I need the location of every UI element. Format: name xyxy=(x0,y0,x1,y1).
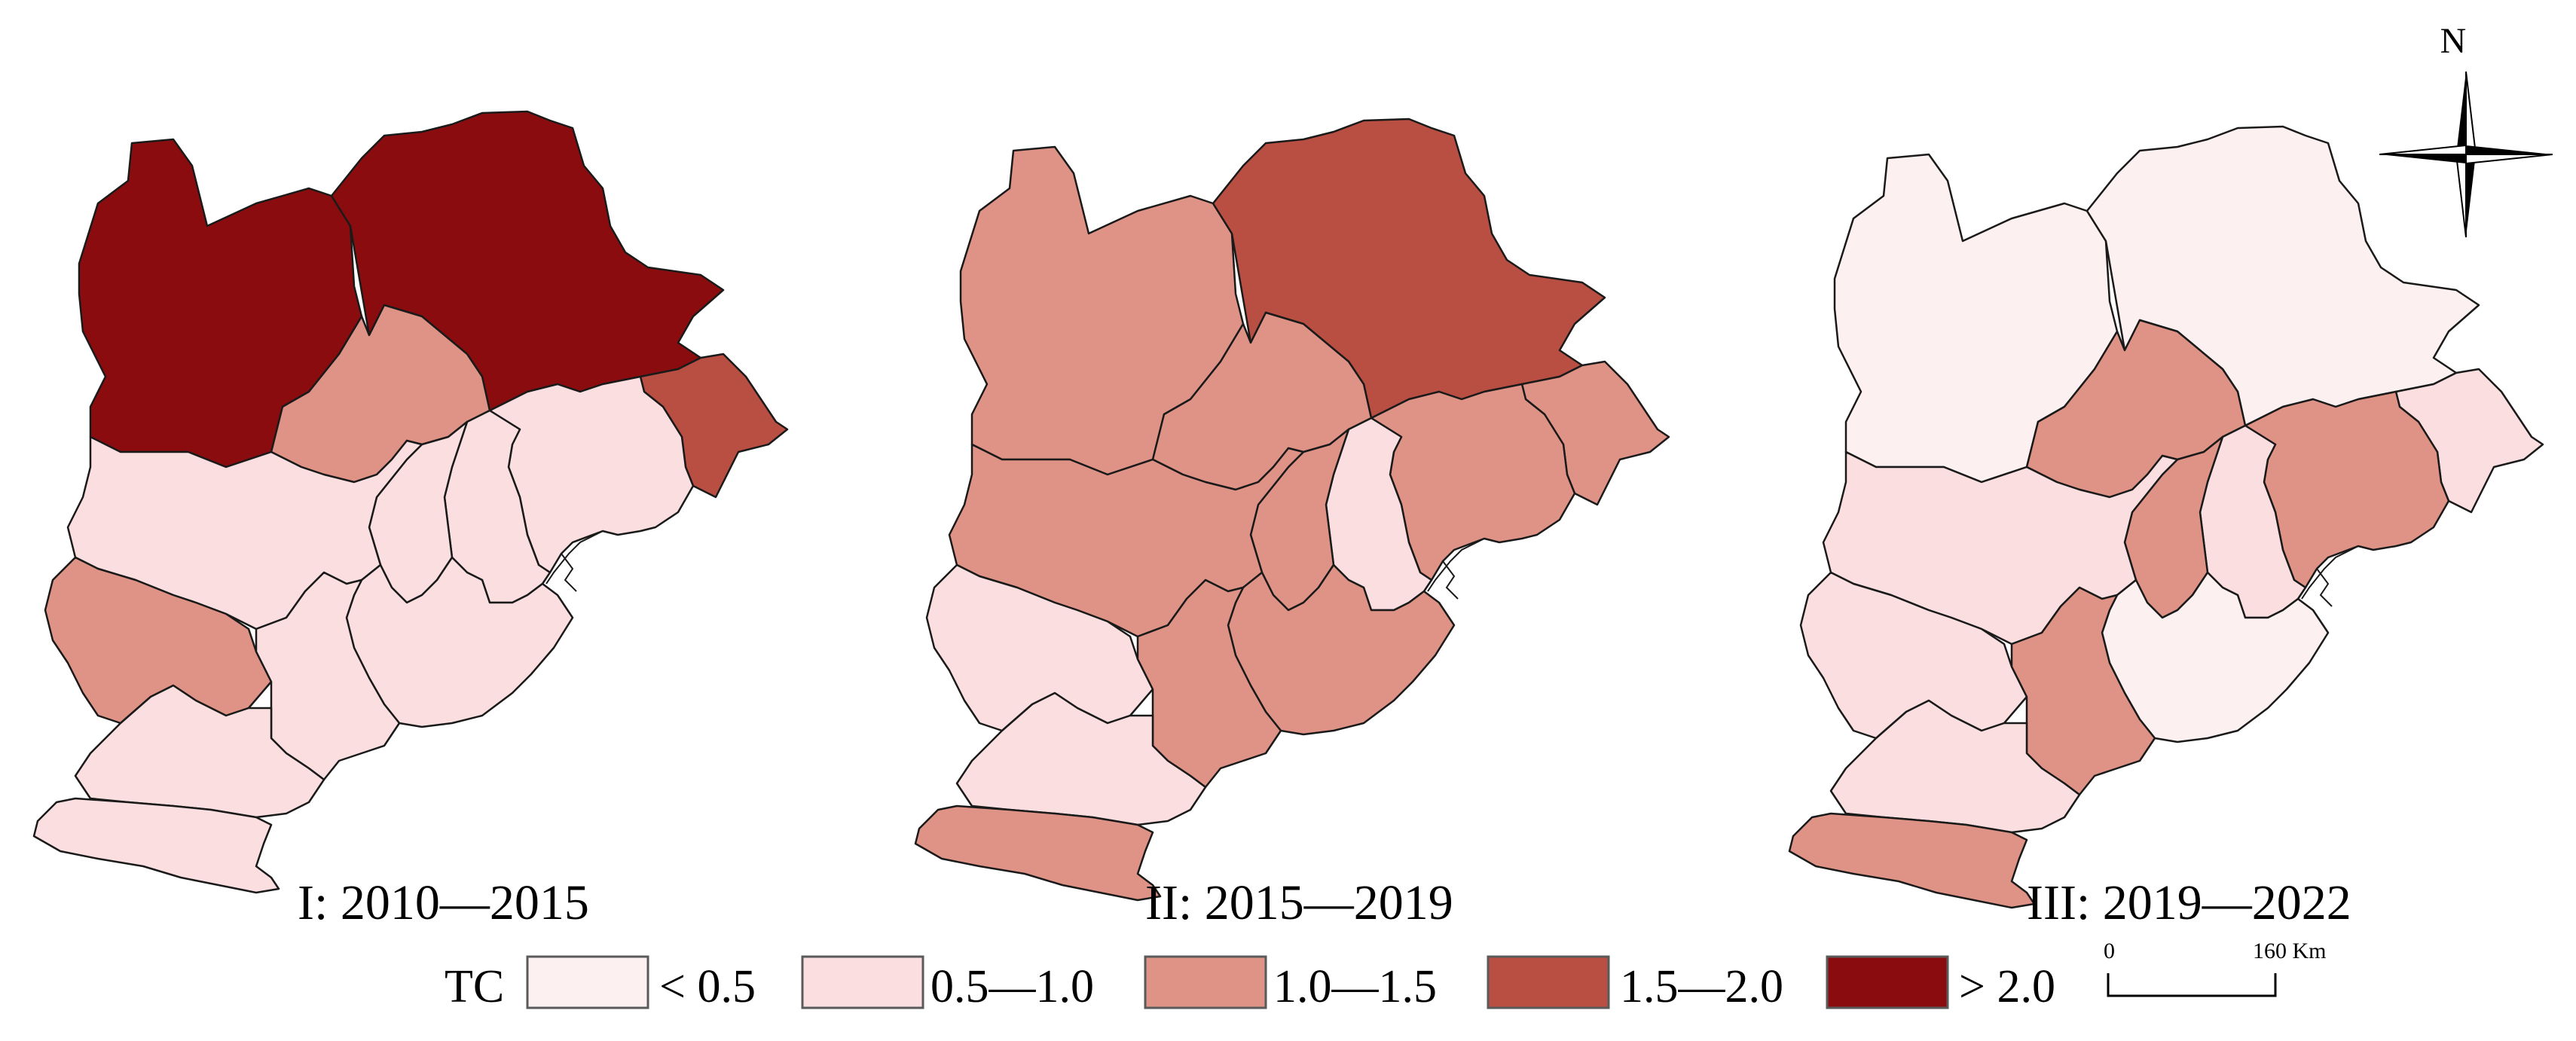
north-arrow-label: N xyxy=(2440,21,2467,61)
legend-swatch-2 xyxy=(801,955,924,1009)
legend-label-4: 1.5—2.0 xyxy=(1620,961,1783,1012)
legend-swatch-1 xyxy=(526,955,649,1009)
north-arrow-icon: N xyxy=(2379,21,2553,238)
legend-label-2: 0.5—1.0 xyxy=(930,961,1094,1012)
map-panel-3 xyxy=(1788,125,2544,909)
legend: TC < 0.5 0.5—1.0 1.0—1.5 1.5—2.0 > 2.0 xyxy=(445,955,2055,1012)
scale-bar-start: 0 xyxy=(2104,939,2115,963)
map-panel-1 xyxy=(32,110,789,894)
region-handan xyxy=(32,797,280,894)
scale-bar-line xyxy=(2107,973,2277,997)
scale-bar-end: 160 Km xyxy=(2253,939,2327,963)
coastline-detail xyxy=(545,530,604,592)
panel-label-1: I: 2010—2015 xyxy=(298,875,589,930)
region-handan xyxy=(1788,812,2036,909)
legend-title: TC xyxy=(445,961,504,1012)
region-handan xyxy=(914,804,1162,902)
scale-bar: 0 160 Km xyxy=(2104,939,2327,997)
panel-label-2: II: 2015—2019 xyxy=(1145,875,1453,930)
panel-label-3: III: 2019—2022 xyxy=(2027,875,2351,930)
legend-swatch-3 xyxy=(1144,955,1267,1009)
legend-swatch-4 xyxy=(1487,955,1610,1009)
legend-label-5: > 2.0 xyxy=(1959,961,2055,1012)
legend-label-3: 1.0—1.5 xyxy=(1273,961,1437,1012)
coastline-detail xyxy=(2301,545,2359,607)
coastline-detail xyxy=(1427,538,1485,600)
map-panel-2 xyxy=(914,118,1670,902)
map-panels xyxy=(32,110,2544,909)
legend-label-1: < 0.5 xyxy=(659,961,756,1012)
legend-swatch-5 xyxy=(1826,955,1949,1009)
